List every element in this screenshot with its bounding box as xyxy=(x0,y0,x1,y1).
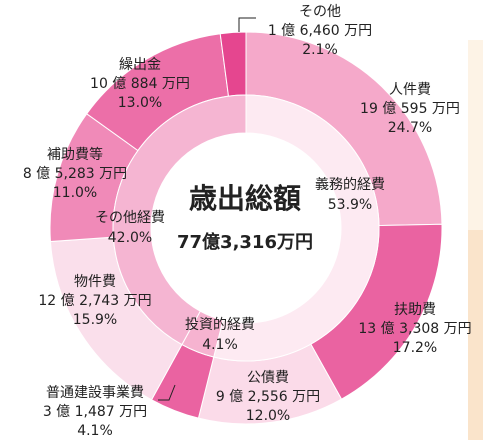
segment-label: 普通建設事業費 xyxy=(46,385,144,401)
amount-label: 3 億 1,487 万円 xyxy=(43,404,147,420)
total: 77億3,316万円 xyxy=(177,231,313,253)
segment-label: 繰出金 xyxy=(119,57,161,73)
rings xyxy=(49,31,443,425)
value-label: 2.1% xyxy=(302,42,338,58)
value-label: 15.9% xyxy=(73,312,117,328)
segment-label: 公債費 xyxy=(247,370,289,386)
value-label: 4.1% xyxy=(77,423,113,439)
segment-label: その他経費 xyxy=(95,210,165,226)
value-label: 17.2% xyxy=(393,340,437,356)
amount-label: 8 億 5,283 万円 xyxy=(23,166,127,182)
leader-line xyxy=(158,384,176,401)
amount-label: 12 億 2,743 万円 xyxy=(38,293,151,309)
amount-label: 10 億 884 万円 xyxy=(90,76,190,92)
segment-label: 投資的経費 xyxy=(185,317,255,333)
value-label: 13.0% xyxy=(118,95,162,111)
value-label: 53.9% xyxy=(328,197,372,213)
value-label: 11.0% xyxy=(53,185,97,201)
segment-label: 補助費等 xyxy=(47,146,103,163)
amount-label: 9 億 2,556 万円 xyxy=(216,389,320,405)
value-label: 24.7% xyxy=(388,120,432,136)
segment xyxy=(213,94,380,362)
amount-label: 1 億 6,460 万円 xyxy=(268,23,372,39)
amount-label: 13 億 3,308 万円 xyxy=(358,321,471,337)
side-band xyxy=(468,230,483,440)
leader-line xyxy=(238,17,256,32)
amount-label: 19 億 595 万円 xyxy=(360,101,460,117)
value-label: 42.0% xyxy=(108,230,152,246)
segment-label: 物件費 xyxy=(74,274,116,290)
segment-label: 扶助費 xyxy=(394,302,436,318)
chart-title: 歳出総額 xyxy=(189,182,301,215)
segment-label: 人件費 xyxy=(389,82,431,98)
segment xyxy=(112,94,247,346)
segment-label: 義務的経費 xyxy=(315,176,385,193)
value-label: 4.1% xyxy=(202,337,238,353)
side-band xyxy=(468,40,483,230)
value-label: 12.0% xyxy=(246,408,290,424)
segment-label: その他 xyxy=(299,4,341,20)
